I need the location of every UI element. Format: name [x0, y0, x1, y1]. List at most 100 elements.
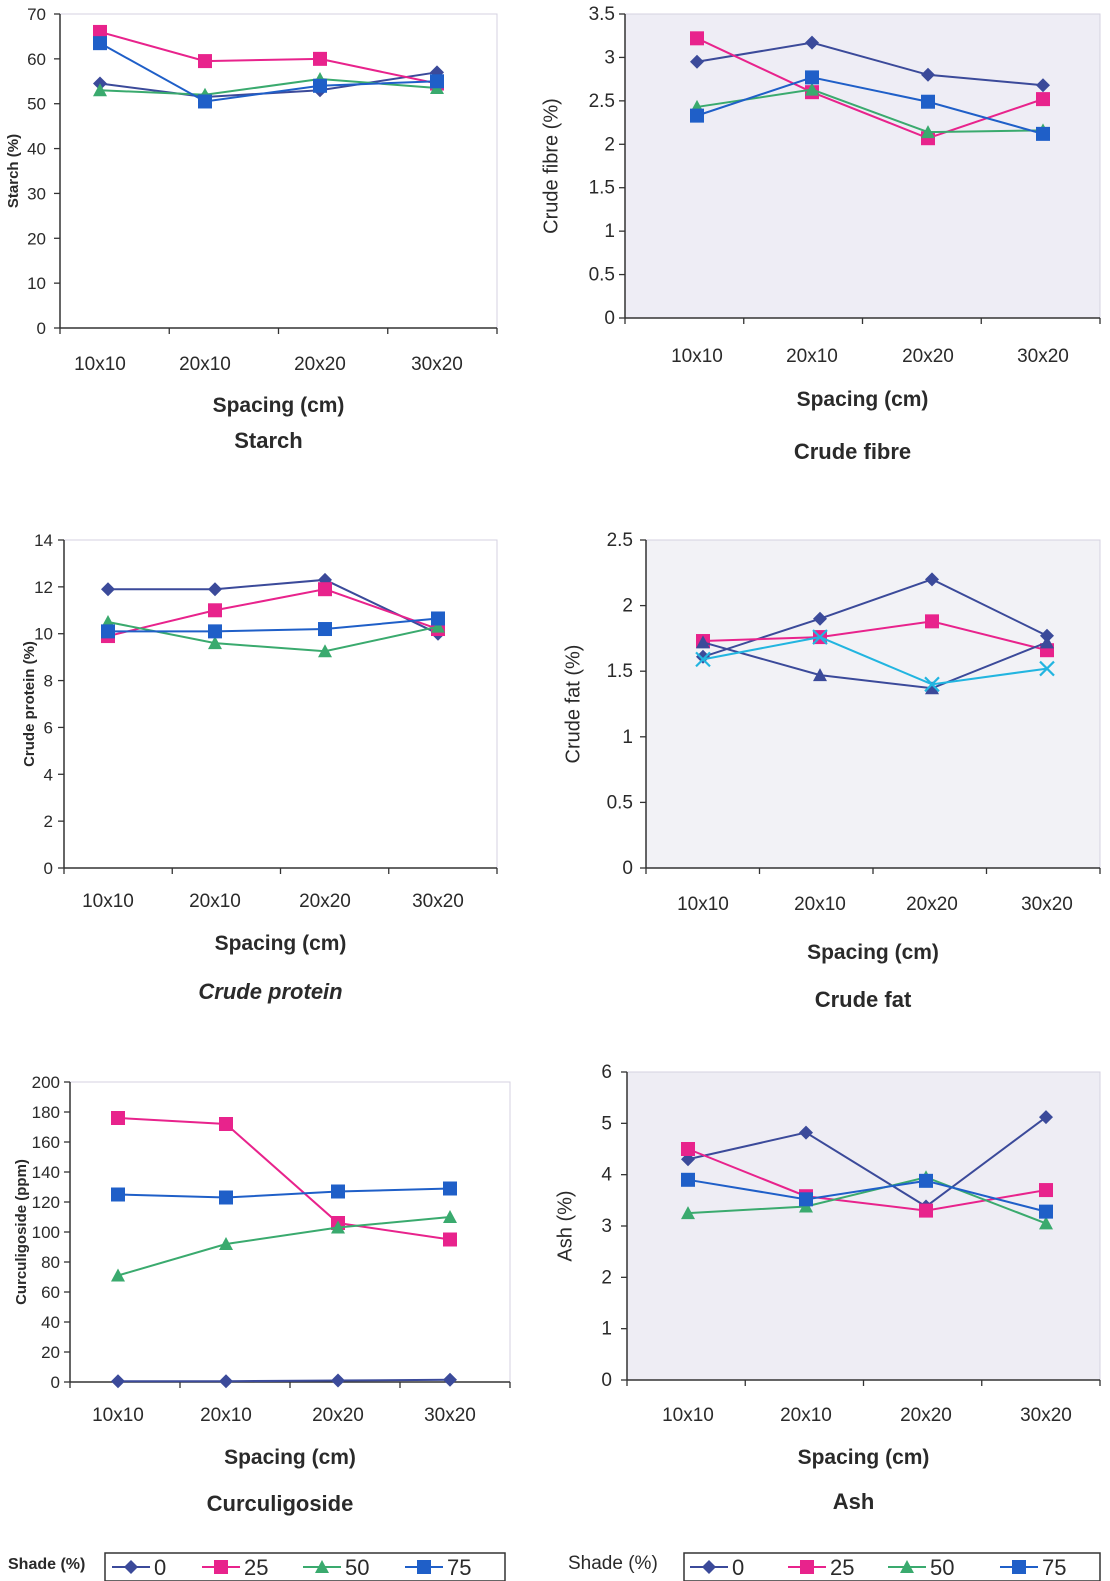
- y-tick-label: 70: [27, 5, 46, 24]
- x-axis-title: Spacing (cm): [798, 1446, 930, 1469]
- x-tick-label: 20x10: [189, 891, 241, 912]
- y-tick-label: 12: [34, 578, 53, 597]
- x-tick-label: 20x20: [902, 346, 954, 367]
- legend-item: 0: [112, 1555, 166, 1580]
- y-tick-label: 2: [44, 812, 53, 831]
- y-tick-label: 50: [27, 95, 46, 114]
- y-tick-label: 0: [37, 319, 46, 338]
- x-tick-label: 30x20: [412, 891, 464, 912]
- y-tick-label: 20: [27, 229, 46, 248]
- data-point-75-30x20: [431, 611, 445, 626]
- data-point-75-10x10: [695, 651, 711, 668]
- series-line-50: [107, 621, 439, 653]
- data-point-0-30x20: [1036, 78, 1050, 93]
- data-point-75-10x10: [690, 108, 704, 123]
- y-tick-label: 10: [27, 274, 46, 293]
- y-tick-label: 180: [32, 1103, 60, 1122]
- data-point-50-10x10: [681, 1206, 695, 1220]
- y-axis-title: Crude fibre (%): [540, 98, 562, 234]
- data-point-25-20x10: [219, 1117, 233, 1131]
- y-tick-label: 2: [601, 1267, 612, 1288]
- series-line-75: [696, 76, 1044, 135]
- chart-3: 0 0.5 1 1.5 2 2.5 10x10 20x10 20x20 30x20 Spacing …: [562, 530, 1101, 1012]
- data-point-50-30x20: [1040, 635, 1054, 649]
- series-line-25: [117, 1117, 451, 1241]
- legend-item: 25: [202, 1555, 268, 1580]
- y-axis-title: Ash (%): [554, 1190, 576, 1261]
- y-tick-label: 10: [34, 625, 53, 644]
- data-point-50-20x20: [925, 681, 939, 695]
- legend-item-label: 0: [732, 1555, 744, 1580]
- data-point-0-10x10: [696, 649, 710, 664]
- chart-title: Curculigoside: [207, 1491, 354, 1516]
- y-tick-label: 1: [601, 1319, 612, 1340]
- data-point-75-20x10: [219, 1190, 233, 1205]
- legend-item: 75: [405, 1555, 471, 1580]
- data-point-25-10x10: [690, 31, 704, 46]
- data-point-25-30x20: [1039, 1183, 1053, 1198]
- legend-item-label: 50: [930, 1555, 954, 1580]
- y-tick-label: 160: [32, 1133, 60, 1152]
- y-tick-label: 60: [27, 50, 46, 69]
- x-tick-label: 20x20: [299, 891, 351, 912]
- plot-area: [69, 1081, 511, 1383]
- legend-1: Shade (%) 0 25 50 75: [568, 1552, 1101, 1581]
- chart-title: Starch: [234, 428, 302, 453]
- data-point-75-30x20: [443, 1181, 457, 1196]
- series-line-50: [117, 1216, 451, 1277]
- x-tick-label: 20x20: [906, 894, 958, 915]
- data-point-25-20x20: [318, 582, 332, 597]
- data-point-0-20x10: [219, 1374, 233, 1389]
- series-line-50: [687, 1176, 1047, 1225]
- data-point-0-20x10: [208, 582, 222, 597]
- x-tick-label: 20x10: [780, 1405, 832, 1426]
- plot-area: [63, 539, 498, 869]
- y-axis-title: Curculigoside (ppm): [13, 1159, 30, 1305]
- data-point-25-20x20: [919, 1203, 933, 1218]
- data-point-0-10x10: [690, 54, 704, 69]
- y-tick-label: 0: [604, 308, 615, 329]
- y-tick-label: 2: [622, 596, 633, 617]
- series-line-75: [117, 1187, 451, 1199]
- chart-4: 0 20 40 60 80 100 120 140 160 180 200 10x10 20x10 20x…: [13, 1073, 511, 1516]
- data-point-50-10x10: [696, 635, 710, 649]
- legend-item: 25: [788, 1555, 854, 1580]
- y-tick-label: 40: [27, 140, 46, 159]
- data-point-75-20x20: [313, 78, 327, 93]
- series-line-25: [107, 588, 439, 638]
- y-tick-label: 60: [41, 1283, 60, 1302]
- legend-swatch-marker: [214, 1560, 228, 1574]
- x-tick-label: 20x10: [786, 346, 838, 367]
- data-point-50-30x20: [443, 1210, 457, 1223]
- data-point-75-20x10: [799, 1192, 813, 1207]
- y-tick-label: 200: [32, 1073, 60, 1092]
- legend-item-label: 75: [447, 1555, 471, 1580]
- legend-title: Shade (%): [8, 1556, 85, 1573]
- y-tick-label: 6: [44, 718, 53, 737]
- y-tick-label: 1.5: [607, 661, 633, 682]
- data-point-25-10x10: [681, 1142, 695, 1156]
- x-tick-label: 20x10: [179, 354, 231, 375]
- data-point-0-10x10: [111, 1374, 125, 1389]
- series-line-25: [99, 30, 438, 85]
- y-tick-label: 14: [34, 531, 53, 550]
- y-tick-label: 0: [44, 859, 53, 878]
- y-tick-label: 6: [601, 1062, 612, 1083]
- data-point-50-30x20: [1039, 1216, 1053, 1230]
- data-point-25-10x10: [111, 1111, 125, 1125]
- x-axis-title: Spacing (cm): [807, 941, 939, 964]
- x-tick-label: 10x10: [82, 891, 134, 912]
- x-tick-label: 20x20: [294, 354, 346, 375]
- data-point-50-20x20: [331, 1220, 345, 1234]
- y-tick-label: 2.5: [589, 91, 615, 112]
- chart-title: Crude protein: [198, 979, 342, 1004]
- x-tick-label: 30x20: [424, 1405, 476, 1426]
- chart-5: 0 1 2 3 4 5 6 10x10 20x10 20x20 30x20 Spacing (cm) A…: [554, 1062, 1101, 1514]
- legend-item-label: 25: [244, 1555, 268, 1580]
- series-line-0: [687, 1116, 1047, 1208]
- data-point-0-30x20: [1039, 1110, 1053, 1125]
- legend-item-label: 75: [1042, 1555, 1066, 1580]
- x-axis-title: Spacing (cm): [213, 394, 345, 417]
- data-point-0-20x10: [813, 611, 827, 626]
- data-point-25-20x10: [198, 54, 212, 69]
